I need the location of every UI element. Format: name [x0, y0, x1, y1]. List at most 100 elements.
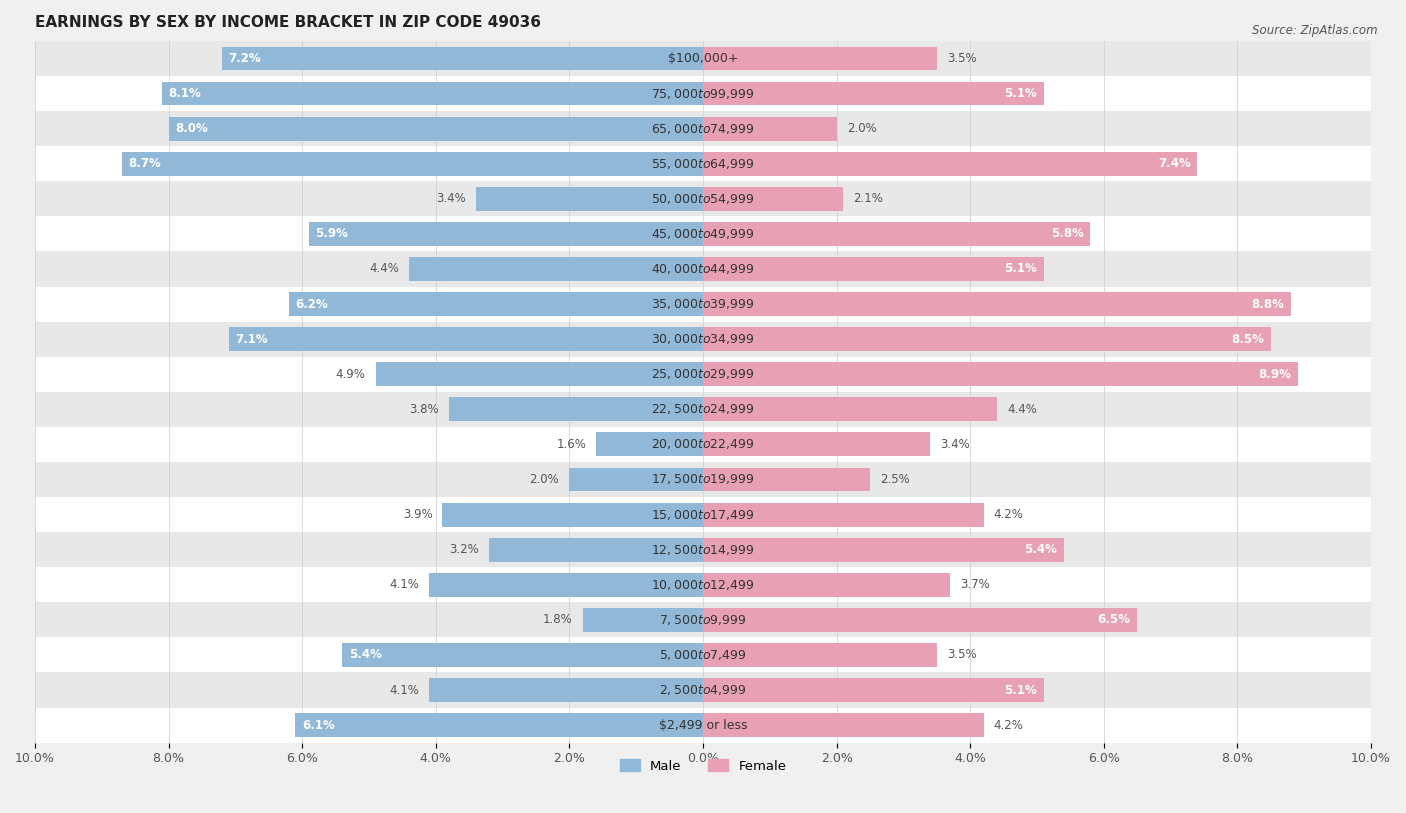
Bar	[309, 222, 703, 246]
Text: $35,000 to $39,999: $35,000 to $39,999	[651, 297, 755, 311]
Bar	[35, 251, 1371, 286]
Bar	[703, 46, 936, 71]
Text: $2,499 or less: $2,499 or less	[659, 719, 747, 732]
Text: $15,000 to $17,499: $15,000 to $17,499	[651, 507, 755, 522]
Bar	[35, 533, 1371, 567]
Bar	[703, 537, 1064, 562]
Bar	[295, 713, 703, 737]
Text: 3.5%: 3.5%	[946, 52, 977, 65]
Text: $5,000 to $7,499: $5,000 to $7,499	[659, 648, 747, 662]
Legend: Male, Female: Male, Female	[614, 754, 792, 778]
Text: 5.8%: 5.8%	[1050, 228, 1084, 241]
Bar	[375, 363, 703, 386]
Text: $17,500 to $19,999: $17,500 to $19,999	[651, 472, 755, 486]
Bar	[35, 637, 1371, 672]
Bar	[35, 76, 1371, 111]
Text: 7.4%: 7.4%	[1159, 157, 1191, 170]
Text: 3.9%: 3.9%	[402, 508, 433, 521]
Text: $2,500 to $4,999: $2,500 to $4,999	[659, 683, 747, 697]
Text: Source: ZipAtlas.com: Source: ZipAtlas.com	[1253, 24, 1378, 37]
Text: 5.1%: 5.1%	[1004, 87, 1038, 100]
Bar	[703, 81, 1043, 106]
Text: 6.1%: 6.1%	[302, 719, 335, 732]
Text: 5.4%: 5.4%	[1024, 543, 1057, 556]
Bar	[582, 608, 703, 632]
Bar	[35, 392, 1371, 427]
Text: 5.1%: 5.1%	[1004, 684, 1038, 697]
Text: 3.4%: 3.4%	[941, 438, 970, 451]
Bar	[703, 292, 1291, 316]
Text: $30,000 to $34,999: $30,000 to $34,999	[651, 333, 755, 346]
Text: 8.1%: 8.1%	[169, 87, 201, 100]
Bar	[35, 111, 1371, 146]
Bar	[35, 427, 1371, 462]
Text: $25,000 to $29,999: $25,000 to $29,999	[651, 367, 755, 381]
Bar	[489, 537, 703, 562]
Text: $20,000 to $22,499: $20,000 to $22,499	[651, 437, 755, 451]
Text: 3.5%: 3.5%	[946, 649, 977, 662]
Text: $7,500 to $9,999: $7,500 to $9,999	[659, 613, 747, 627]
Text: $55,000 to $64,999: $55,000 to $64,999	[651, 157, 755, 171]
Text: 2.5%: 2.5%	[880, 473, 910, 486]
Text: $10,000 to $12,499: $10,000 to $12,499	[651, 578, 755, 592]
Text: 8.0%: 8.0%	[176, 122, 208, 135]
Bar	[35, 567, 1371, 602]
Text: 8.5%: 8.5%	[1232, 333, 1264, 346]
Bar	[703, 467, 870, 491]
Text: 4.1%: 4.1%	[389, 684, 419, 697]
Text: $50,000 to $54,999: $50,000 to $54,999	[651, 192, 755, 206]
Bar	[703, 187, 844, 211]
Text: 5.4%: 5.4%	[349, 649, 382, 662]
Bar	[122, 152, 703, 176]
Bar	[35, 286, 1371, 322]
Bar	[596, 433, 703, 456]
Text: 5.9%: 5.9%	[315, 228, 349, 241]
Bar	[162, 81, 703, 106]
Text: 2.0%: 2.0%	[530, 473, 560, 486]
Bar	[475, 187, 703, 211]
Bar	[35, 497, 1371, 533]
Text: 4.9%: 4.9%	[336, 367, 366, 380]
Bar	[169, 117, 703, 141]
Bar	[703, 502, 984, 527]
Text: 4.4%: 4.4%	[370, 263, 399, 276]
Text: 4.4%: 4.4%	[1007, 402, 1036, 415]
Bar	[35, 322, 1371, 357]
Text: 8.7%: 8.7%	[128, 157, 162, 170]
Bar	[449, 398, 703, 421]
Bar	[229, 327, 703, 351]
Bar	[35, 707, 1371, 742]
Text: 3.8%: 3.8%	[409, 402, 439, 415]
Text: 5.1%: 5.1%	[1004, 263, 1038, 276]
Bar	[35, 41, 1371, 76]
Text: 3.7%: 3.7%	[960, 578, 990, 591]
Text: 1.8%: 1.8%	[543, 613, 572, 626]
Text: 4.2%: 4.2%	[994, 719, 1024, 732]
Text: EARNINGS BY SEX BY INCOME BRACKET IN ZIP CODE 49036: EARNINGS BY SEX BY INCOME BRACKET IN ZIP…	[35, 15, 541, 30]
Text: 4.1%: 4.1%	[389, 578, 419, 591]
Bar	[703, 327, 1271, 351]
Text: 2.0%: 2.0%	[846, 122, 876, 135]
Bar	[35, 216, 1371, 251]
Text: 2.1%: 2.1%	[853, 193, 883, 206]
Text: $100,000+: $100,000+	[668, 52, 738, 65]
Text: 6.5%: 6.5%	[1098, 613, 1130, 626]
Bar	[342, 643, 703, 667]
Bar	[703, 152, 1198, 176]
Bar	[429, 678, 703, 702]
Bar	[35, 181, 1371, 216]
Bar	[703, 713, 984, 737]
Text: $40,000 to $44,999: $40,000 to $44,999	[651, 262, 755, 276]
Bar	[703, 257, 1043, 280]
Bar	[703, 678, 1043, 702]
Bar	[703, 608, 1137, 632]
Bar	[703, 363, 1298, 386]
Bar	[569, 467, 703, 491]
Text: 3.4%: 3.4%	[436, 193, 465, 206]
Bar	[703, 643, 936, 667]
Text: 7.1%: 7.1%	[235, 333, 269, 346]
Text: 8.9%: 8.9%	[1258, 367, 1291, 380]
Bar	[703, 573, 950, 597]
Bar	[35, 602, 1371, 637]
Bar	[703, 398, 997, 421]
